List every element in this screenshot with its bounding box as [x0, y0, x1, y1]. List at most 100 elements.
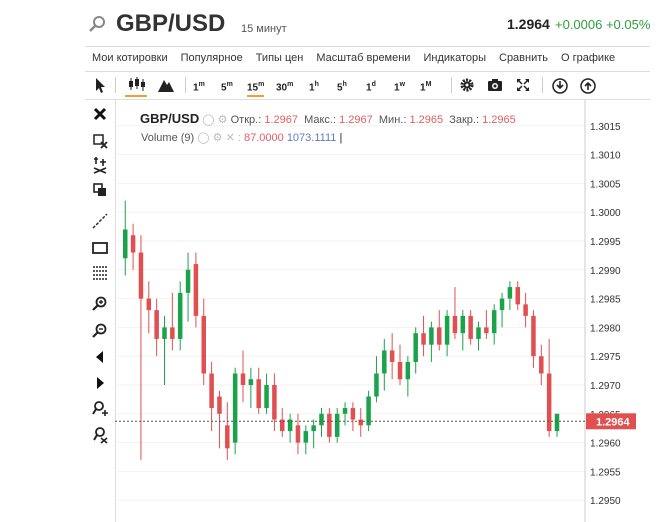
quote-header: GBP/USD 15 минут 1.2964 +0.0006 +0.05%	[0, 0, 665, 46]
candlestick-chart[interactable]: 1.3015 1.3010 1.3005 1.3000 1.2995 1.2990 1.29…	[115, 100, 665, 522]
interval-1w[interactable]: 1w	[394, 81, 406, 94]
low-label: Мин.:	[378, 114, 407, 126]
fibonacci-icon[interactable]	[91, 264, 109, 282]
menu-time-scale[interactable]: Масштаб времени	[316, 52, 411, 64]
interval-1m[interactable]: 1m	[193, 81, 205, 94]
menu-price-types[interactable]: Типы цен	[255, 52, 304, 64]
candle	[382, 338, 387, 391]
candle	[515, 281, 520, 311]
interval-15m[interactable]: 15m	[247, 75, 265, 97]
candle-body	[170, 327, 175, 339]
download-icon[interactable]	[551, 75, 569, 95]
candle	[217, 390, 222, 449]
last-price-tag	[586, 413, 636, 430]
y-tick-label: 1.2960	[590, 439, 621, 450]
search-icon[interactable]	[88, 14, 108, 34]
scroll-left-icon[interactable]	[91, 348, 109, 366]
candle-body	[546, 373, 552, 432]
interval-5h[interactable]: 5h	[337, 81, 347, 94]
candlestick-icon[interactable]	[125, 75, 147, 97]
interval-1M[interactable]: 1M	[420, 81, 432, 94]
candle	[421, 315, 426, 357]
candle	[405, 356, 411, 397]
candle	[123, 200, 128, 276]
candle-body	[154, 310, 159, 339]
interval-1d[interactable]: 1d	[366, 81, 376, 94]
candle-body	[146, 298, 152, 311]
candle	[154, 298, 159, 357]
zoom-in-icon[interactable]	[91, 295, 109, 313]
zoom-out-icon[interactable]	[91, 322, 109, 340]
interval-1h[interactable]: 1h	[309, 81, 319, 94]
gear-icon[interactable]	[459, 75, 475, 95]
delete-drawings-icon[interactable]	[91, 131, 109, 149]
candle-body	[327, 413, 332, 437]
crosshair-icon[interactable]	[91, 426, 109, 444]
candle-body	[342, 408, 348, 414]
chart-toolbar: 1m 5m 15m 30m 1h 5h 1d 1w 1M	[85, 71, 650, 100]
settings-small-icon[interactable]: ⚙	[217, 114, 228, 126]
add-alert-icon[interactable]	[91, 400, 109, 418]
trend-tools-icon[interactable]	[91, 156, 109, 174]
close-icon[interactable]	[91, 105, 109, 123]
candle	[507, 281, 513, 311]
candle	[287, 413, 293, 443]
rectangle-icon[interactable]	[91, 239, 109, 257]
candle	[264, 373, 269, 414]
candle-body	[539, 356, 544, 374]
chart-menu-bar: Мои котировки Популярное Типы цен Масшта…	[85, 46, 650, 72]
candle-body	[217, 396, 222, 414]
menu-indicators[interactable]: Индикаторы	[423, 52, 486, 64]
candle	[162, 315, 167, 385]
menu-my-quotes[interactable]: Мои котировки	[92, 52, 168, 64]
candle	[146, 281, 152, 334]
menu-popular[interactable]: Популярное	[180, 52, 243, 64]
eye-icon[interactable]: ◯	[202, 114, 215, 126]
candle	[342, 402, 348, 426]
camera-icon[interactable]	[486, 75, 504, 95]
price-axis: 1.3015 1.3010 1.3005 1.3000 1.2995 1.2990 1.29…	[590, 122, 621, 507]
upload-icon[interactable]	[579, 75, 597, 95]
candle-body	[554, 413, 560, 432]
candle	[452, 287, 458, 339]
candle	[225, 402, 230, 460]
copy-icon[interactable]	[91, 181, 109, 199]
last-price: 1.2964	[507, 16, 550, 32]
candle-body	[350, 408, 356, 420]
candle-body	[468, 315, 473, 339]
candle-body	[225, 425, 230, 449]
y-tick-label: 1.2975	[590, 352, 621, 363]
candle-body	[444, 315, 450, 345]
menu-compare[interactable]: Сравнить	[499, 52, 549, 64]
timeframe-label: 15 минут	[241, 23, 287, 35]
volume-settings-icon[interactable]: ⚙	[212, 132, 223, 144]
chart-grid	[115, 125, 585, 501]
candle-body	[319, 413, 324, 426]
volume-remove-icon[interactable]: ✕	[225, 132, 235, 144]
candle	[397, 344, 403, 385]
y-tick-label: 1.2995	[590, 237, 621, 248]
y-tick-label: 1.3015	[590, 122, 621, 133]
interval-30m[interactable]: 30m	[276, 81, 294, 94]
high-label: Макс.:	[304, 114, 337, 126]
candle	[523, 292, 528, 328]
volume-eye-icon[interactable]: ◯	[197, 132, 210, 144]
candle-body	[429, 327, 434, 345]
candle-body	[366, 396, 371, 426]
fullscreen-icon[interactable]	[515, 75, 531, 95]
y-tick-label: 1.2950	[590, 496, 621, 507]
menu-about-chart[interactable]: О графике	[561, 52, 616, 64]
y-tick-label: 1.3010	[590, 151, 621, 162]
candle	[460, 310, 466, 351]
volume-value: 87.0000	[243, 132, 284, 144]
cursor-icon[interactable]	[93, 75, 107, 95]
interval-5m[interactable]: 5m	[221, 81, 233, 94]
mountain-icon[interactable]	[157, 75, 175, 95]
candle	[429, 321, 434, 362]
legend-symbol: GBP/USD	[140, 111, 200, 126]
candle	[209, 361, 214, 432]
candle-body	[185, 269, 191, 293]
scroll-right-icon[interactable]	[91, 374, 109, 392]
candle-body	[452, 315, 458, 334]
line-icon[interactable]	[91, 212, 109, 230]
